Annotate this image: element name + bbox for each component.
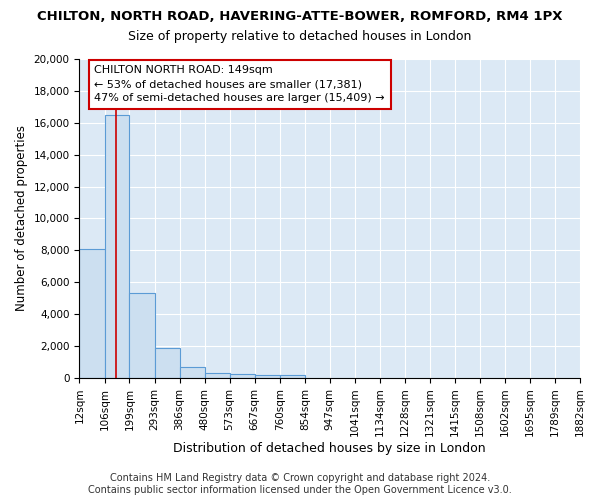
Text: Size of property relative to detached houses in London: Size of property relative to detached ho…: [128, 30, 472, 43]
Bar: [155, 348, 179, 378]
Text: CHILTON NORTH ROAD: 149sqm
← 53% of detached houses are smaller (17,381)
47% of : CHILTON NORTH ROAD: 149sqm ← 53% of deta…: [94, 66, 385, 104]
Bar: [79, 249, 104, 378]
Bar: [230, 374, 255, 378]
Text: Contains HM Land Registry data © Crown copyright and database right 2024.
Contai: Contains HM Land Registry data © Crown c…: [88, 474, 512, 495]
X-axis label: Distribution of detached houses by size in London: Distribution of detached houses by size …: [173, 442, 486, 455]
Bar: [280, 375, 305, 378]
Bar: [130, 294, 155, 378]
Text: CHILTON, NORTH ROAD, HAVERING-ATTE-BOWER, ROMFORD, RM4 1PX: CHILTON, NORTH ROAD, HAVERING-ATTE-BOWER…: [37, 10, 563, 23]
Bar: [179, 367, 205, 378]
Bar: [255, 375, 280, 378]
Y-axis label: Number of detached properties: Number of detached properties: [15, 126, 28, 312]
Bar: [104, 115, 130, 378]
Bar: [205, 373, 230, 378]
